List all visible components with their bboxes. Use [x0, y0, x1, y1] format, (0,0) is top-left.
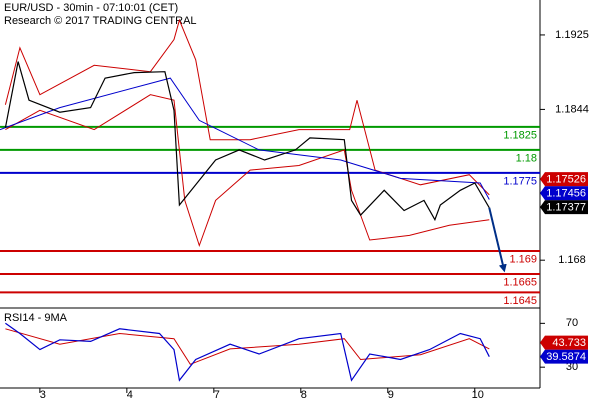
x-tick-label: 3: [40, 389, 46, 400]
level-label-bg: [500, 252, 538, 265]
y-tick-label: 70: [566, 317, 578, 329]
level-label: 1.1825: [503, 129, 537, 141]
projection-arrow: [488, 207, 507, 273]
y-tick-label: 30: [566, 361, 578, 373]
level-label: 1.18: [516, 152, 537, 164]
last-value-tag: [540, 200, 588, 215]
last-value-tag: [540, 186, 588, 201]
last-value-tag: [540, 349, 588, 364]
chart-title: EUR/USD - 30min - 07:10:01 (CET): [4, 2, 178, 14]
y-tick-label: 1.168: [558, 254, 586, 266]
x-tick-label: 8: [301, 389, 307, 400]
series-line: [5, 94, 490, 248]
x-tick-label: 9: [388, 389, 394, 400]
last-value-label: 39.5874: [546, 351, 586, 363]
chart-subtitle: Research © 2017 TRADING CENTRAL: [4, 15, 197, 27]
plot-background: [0, 0, 540, 388]
series-line: [5, 322, 490, 382]
level-label: 1.1775: [503, 175, 537, 187]
last-value-label: 43.733: [552, 337, 586, 349]
level-label-bg: [500, 174, 538, 187]
level-label-bg: [500, 128, 538, 141]
level-label: 1.169: [509, 253, 537, 265]
last-value-tag: [540, 172, 588, 187]
last-value-tag: [540, 335, 588, 350]
x-tick-label: 10: [472, 389, 484, 400]
y-tick-label: 1.1925: [555, 29, 589, 41]
level-label-bg: [500, 151, 538, 164]
last-value-label: 1.17526: [546, 174, 586, 186]
level-label-bg: [500, 275, 538, 288]
y-tick-label: 1.1844: [555, 103, 589, 115]
rsi-title: RSI14 - 9MA: [4, 312, 68, 324]
series-line: [0, 77, 490, 200]
level-label: 1.1645: [503, 295, 537, 307]
level-label: 1.1665: [503, 276, 537, 288]
level-label-bg: [500, 294, 538, 307]
last-value-label: 1.17377: [546, 202, 586, 214]
series-line: [5, 328, 490, 365]
last-value-label: 1.17456: [546, 188, 586, 200]
series-line: [4, 61, 490, 222]
x-tick-label: 4: [127, 389, 133, 400]
x-tick-label: 7: [214, 389, 220, 400]
